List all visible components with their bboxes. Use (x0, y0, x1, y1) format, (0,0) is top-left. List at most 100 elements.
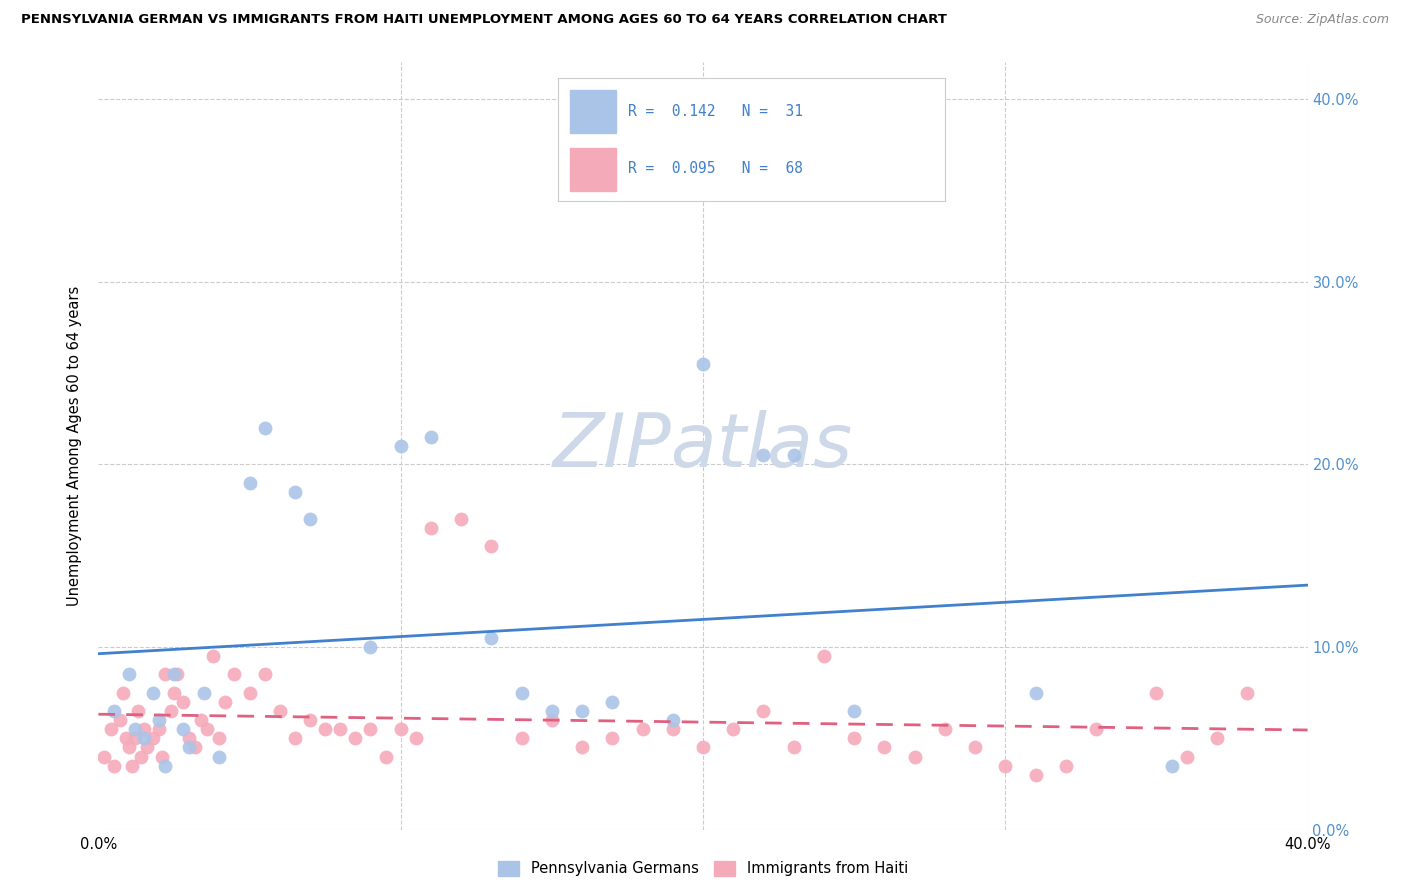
Point (329, 722, 352, 736)
Point (148, 722, 170, 736)
Point (481, 631, 503, 645)
Point (631, 722, 654, 736)
Point (208, 731, 231, 746)
Y-axis label: Unemployment Among Ages 60 to 64 years: Unemployment Among Ages 60 to 64 years (67, 285, 83, 607)
Point (179, 731, 201, 746)
Point (661, 722, 683, 736)
Point (813, 648, 835, 663)
Point (193, 685, 215, 699)
Point (253, 667, 276, 681)
Point (994, 758, 1017, 772)
Point (214, 695, 236, 709)
Point (1236, 685, 1258, 699)
Point (510, 731, 533, 746)
Point (103, 704, 125, 718)
Point (481, 540, 503, 554)
Point (510, 685, 533, 699)
Point (692, 740, 714, 755)
Point (420, 430, 443, 444)
Point (166, 667, 188, 681)
Point (752, 704, 775, 718)
Point (284, 484, 307, 499)
Point (540, 704, 562, 718)
Point (239, 475, 262, 490)
Point (934, 722, 956, 736)
Point (100, 722, 122, 736)
Point (405, 731, 427, 746)
Point (389, 439, 412, 453)
Point (111, 685, 134, 699)
Point (571, 740, 593, 755)
Point (602, 695, 624, 709)
Point (602, 731, 624, 746)
Point (1024, 685, 1046, 699)
Point (124, 722, 146, 736)
Point (239, 685, 262, 699)
Point (129, 749, 152, 764)
Point (450, 512, 472, 526)
Point (783, 448, 806, 462)
Point (752, 448, 775, 462)
Point (540, 713, 562, 727)
Point (142, 731, 165, 746)
Text: PENNSYLVANIA GERMAN VS IMMIGRANTS FROM HAITI UNEMPLOYMENT AMONG AGES 60 TO 64 YE: PENNSYLVANIA GERMAN VS IMMIGRANTS FROM H… (21, 13, 948, 27)
Point (150, 749, 173, 764)
Point (904, 749, 927, 764)
Point (420, 521, 443, 535)
Point (965, 740, 987, 755)
Point (163, 667, 186, 681)
Point (190, 713, 212, 727)
Point (1085, 722, 1108, 736)
Point (208, 749, 231, 764)
Point (118, 740, 141, 755)
Point (1175, 749, 1198, 764)
Point (135, 740, 157, 755)
Point (1160, 758, 1182, 772)
Point (172, 722, 194, 736)
Text: Source: ZipAtlas.com: Source: ZipAtlas.com (1256, 13, 1389, 27)
Point (314, 722, 336, 736)
Point (661, 713, 683, 727)
Point (184, 740, 207, 755)
Point (202, 648, 225, 663)
Point (299, 713, 322, 727)
Point (1024, 768, 1046, 782)
Point (269, 704, 291, 718)
Point (160, 704, 183, 718)
Point (163, 685, 186, 699)
Point (148, 713, 170, 727)
Point (360, 640, 382, 654)
Point (783, 740, 806, 755)
Legend: Pennsylvania Germans, Immigrants from Haiti: Pennsylvania Germans, Immigrants from Ha… (498, 861, 908, 876)
Point (132, 722, 155, 736)
Point (844, 704, 866, 718)
Point (103, 758, 125, 772)
Point (124, 731, 146, 746)
Point (571, 704, 593, 718)
Point (284, 731, 307, 746)
Point (142, 685, 165, 699)
Point (114, 731, 136, 746)
Point (121, 758, 143, 772)
Point (93, 749, 115, 764)
Point (179, 740, 201, 755)
Point (389, 722, 412, 736)
Point (1206, 731, 1229, 746)
Point (118, 667, 141, 681)
Point (344, 731, 367, 746)
Point (224, 667, 246, 681)
Point (127, 704, 149, 718)
Point (153, 667, 176, 681)
Point (692, 357, 714, 371)
Point (844, 731, 866, 746)
Point (1054, 758, 1077, 772)
Point (360, 722, 382, 736)
Point (132, 731, 155, 746)
Point (108, 713, 131, 727)
Point (1146, 685, 1168, 699)
Point (723, 722, 745, 736)
Point (873, 740, 896, 755)
Text: ZIPatlas: ZIPatlas (553, 410, 853, 482)
Point (374, 749, 396, 764)
Point (253, 421, 276, 435)
